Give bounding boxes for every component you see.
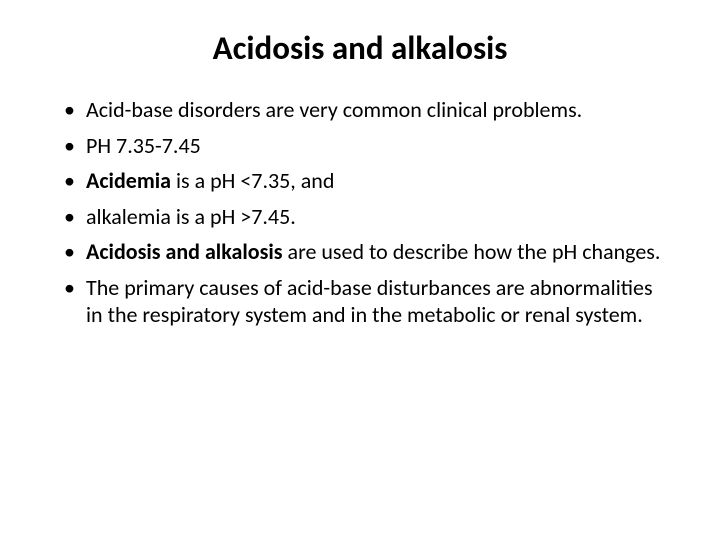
bullet-text: alkalemia is a pH >7.45. [86,203,296,230]
bullet-text-post: are used to describe how the pH changes. [283,238,661,265]
list-item: Acidosis and alkalosis are used to descr… [86,238,662,266]
list-item: alkalemia is a pH >7.45. [86,203,662,231]
list-item: Acidemia is a pH <7.35, and [86,167,662,195]
bullet-text: The primary causes of acid-base disturba… [86,274,653,329]
slide: Acidosis and alkalosis Acid-base disorde… [0,0,720,540]
bullet-list: Acid-base disorders are very common clin… [58,96,662,329]
list-item: The primary causes of acid-base disturba… [86,274,662,329]
slide-title: Acidosis and alkalosis [58,28,662,68]
bullet-text: PH 7.35-7.45 [86,132,201,159]
bullet-text: Acid-base disorders are very common clin… [86,96,582,123]
bullet-bold: Acidemia [86,167,171,194]
list-item: PH 7.35-7.45 [86,132,662,160]
list-item: Acid-base disorders are very common clin… [86,96,662,124]
bullet-bold: Acidosis and alkalosis [86,238,283,265]
bullet-text-post: is a pH <7.35, and [171,167,334,194]
